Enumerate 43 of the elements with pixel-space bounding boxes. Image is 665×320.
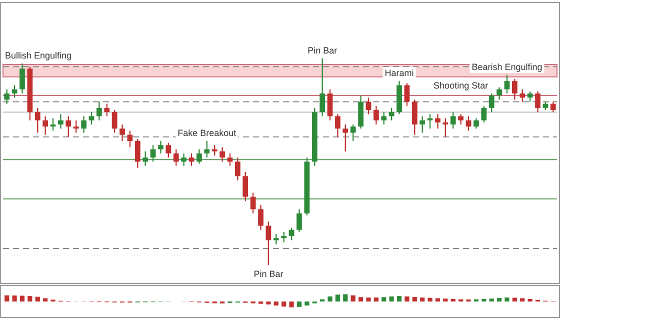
- bar: [28, 296, 32, 302]
- bar: [482, 298, 486, 302]
- annotation: Shooting Star: [434, 80, 488, 90]
- bar: [266, 302, 271, 304]
- bar: [428, 298, 432, 302]
- bar: [328, 296, 332, 302]
- annotation: Fake Breakout: [178, 128, 237, 138]
- bar: [389, 296, 394, 302]
- text: Pin Bar: [308, 45, 338, 56]
- bar: [512, 298, 517, 302]
- bar: [366, 298, 371, 302]
- bar: [35, 296, 40, 302]
- bar: [282, 302, 286, 307]
- bar: [4, 295, 10, 302]
- annotation: Bullish Engulfing: [5, 50, 72, 60]
- bar: [43, 298, 48, 302]
- bar: [443, 298, 448, 302]
- bar: [496, 298, 502, 302]
- bar: [296, 302, 302, 307]
- text: Pin Bar: [254, 269, 284, 279]
- bar: [350, 295, 356, 302]
- bar: [289, 302, 294, 308]
- bar: [504, 298, 510, 302]
- bar: [358, 297, 364, 302]
- bar: [335, 294, 340, 302]
- annotation: Harami: [384, 68, 414, 78]
- bar: [343, 294, 348, 302]
- bar: [304, 302, 310, 306]
- bar: [20, 296, 25, 302]
- bar: [412, 297, 417, 302]
- bar: [274, 302, 278, 306]
- bar: [435, 298, 440, 302]
- bar: [420, 298, 425, 302]
- bar: [528, 298, 532, 302]
- bar: [450, 298, 456, 302]
- bar: [396, 296, 402, 302]
- annotation: Bearish Engulfing: [472, 62, 542, 72]
- bar: [382, 297, 386, 302]
- bar: [404, 296, 410, 302]
- bar: [489, 298, 494, 302]
- bar: [374, 298, 378, 302]
- bar: [520, 298, 525, 302]
- bar: [12, 295, 17, 302]
